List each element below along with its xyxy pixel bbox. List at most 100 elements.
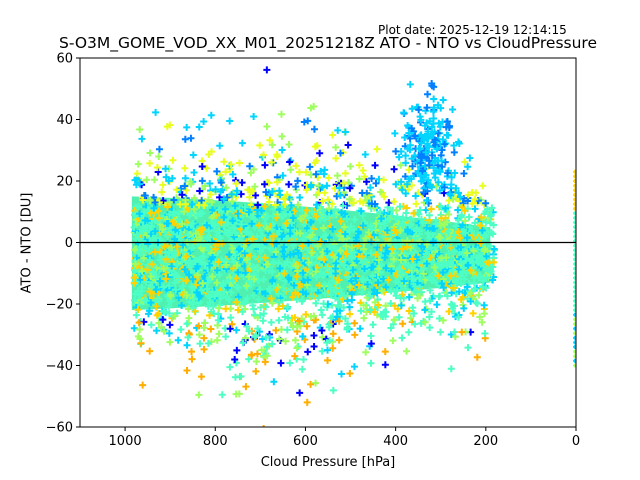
data-point (241, 249, 249, 257)
data-point (270, 232, 278, 240)
data-point (168, 262, 176, 270)
data-point (428, 258, 436, 266)
data-point (317, 306, 325, 314)
data-point (326, 243, 334, 251)
data-point (437, 203, 445, 211)
data-point (371, 226, 379, 234)
data-point (321, 289, 329, 297)
data-point (136, 276, 144, 284)
data-point (264, 225, 272, 233)
data-point (316, 149, 324, 157)
data-point (159, 316, 167, 324)
data-point (173, 261, 181, 269)
data-point (147, 230, 155, 238)
data-point (407, 215, 415, 223)
data-point (134, 287, 142, 295)
data-point (330, 211, 338, 219)
data-point (148, 260, 156, 268)
data-point (429, 224, 437, 232)
data-point (359, 222, 367, 230)
data-point (338, 209, 346, 217)
data-point (166, 338, 174, 346)
data-point (228, 197, 236, 205)
data-point (390, 255, 398, 263)
data-point (261, 203, 269, 211)
data-point (438, 279, 446, 287)
data-point (276, 264, 284, 272)
data-point (470, 274, 478, 282)
data-point (424, 133, 432, 141)
data-point (347, 254, 355, 262)
data-point (227, 161, 235, 169)
data-point (199, 279, 207, 287)
data-point (248, 220, 256, 228)
data-point (402, 190, 410, 198)
data-point (431, 263, 439, 271)
y-tick-label: −60 (46, 421, 73, 436)
data-point (215, 271, 223, 279)
data-point (227, 314, 235, 322)
data-point (342, 250, 350, 258)
data-point (408, 181, 416, 189)
data-point (284, 273, 292, 281)
data-point (409, 304, 417, 312)
data-point (443, 118, 451, 126)
data-point (341, 292, 349, 300)
data-point (426, 324, 434, 332)
data-point (321, 166, 329, 174)
data-point (216, 188, 224, 196)
data-point (185, 271, 193, 279)
data-point (142, 232, 150, 240)
data-point (213, 167, 221, 175)
data-point (263, 352, 271, 360)
data-point (315, 189, 323, 197)
data-point (358, 189, 366, 197)
data-point (573, 317, 576, 322)
data-point (381, 361, 389, 369)
data-point (573, 308, 576, 313)
data-point (203, 285, 211, 293)
data-point (186, 178, 194, 186)
data-point (273, 178, 281, 186)
data-point (408, 272, 416, 280)
data-point (159, 226, 167, 234)
data-point (325, 323, 333, 331)
data-point (430, 270, 438, 278)
data-point (348, 290, 356, 298)
data-point (245, 355, 253, 363)
data-point (189, 284, 197, 292)
data-point (420, 270, 428, 278)
data-point (327, 291, 335, 299)
data-point (210, 211, 218, 219)
data-point (336, 286, 344, 294)
data-point (152, 108, 160, 116)
data-point (184, 231, 192, 239)
data-point (454, 138, 462, 146)
data-point (573, 298, 576, 303)
data-point (335, 317, 343, 325)
data-point (308, 208, 316, 216)
data-point (138, 226, 146, 234)
data-point (228, 244, 236, 252)
data-point (573, 215, 576, 220)
data-point (131, 266, 139, 274)
data-point (183, 341, 191, 349)
data-point (376, 208, 384, 216)
data-point (189, 151, 197, 159)
data-point (363, 178, 371, 186)
data-point (242, 334, 250, 342)
data-point (221, 257, 229, 265)
data-point (343, 324, 351, 332)
data-point (573, 289, 576, 294)
data-point (341, 169, 349, 177)
data-point (328, 277, 336, 285)
data-point (367, 340, 375, 348)
data-point (213, 336, 221, 344)
data-point (464, 344, 472, 352)
data-point (341, 230, 349, 238)
data-point (263, 123, 271, 131)
data-point (426, 234, 434, 242)
data-point (313, 142, 321, 150)
data-point (155, 152, 163, 160)
data-point (195, 123, 203, 131)
